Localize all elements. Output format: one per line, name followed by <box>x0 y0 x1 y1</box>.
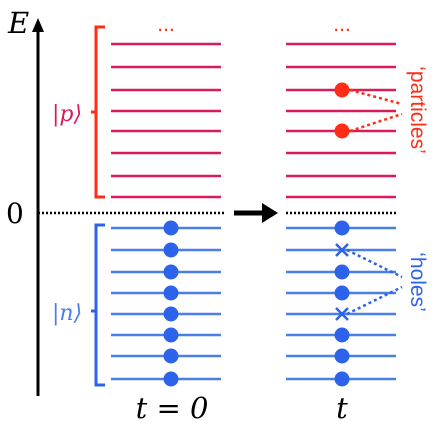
particle-link-bottom <box>349 112 403 133</box>
left-hole-electron-5 <box>163 306 179 322</box>
right-time-label: t <box>336 391 348 425</box>
hole-links <box>346 248 403 316</box>
particle-space-bracket <box>94 25 105 199</box>
right-hole-electron-6 <box>334 327 350 343</box>
left-hole-electron-6 <box>163 327 179 343</box>
left-hole-electron-4 <box>163 285 179 301</box>
right-hole-electron-4 <box>334 285 350 301</box>
hole-link-top <box>346 248 403 279</box>
fermi-level-label: 0 <box>6 197 24 230</box>
right-particle-electron-5 <box>334 123 350 139</box>
particle-links <box>349 88 403 133</box>
left-time-label: t = 0 <box>136 391 209 425</box>
transition-arrow-head <box>262 203 278 223</box>
right-top-ellipsis: ... <box>333 13 351 36</box>
right-particle-electron-3 <box>334 82 350 98</box>
particles-label: ‘particles’ <box>406 66 429 154</box>
right-hole-electron-3 <box>334 264 350 280</box>
particle-space-label: |p⟩ <box>52 102 82 127</box>
right-hole-levels <box>286 220 396 387</box>
hole-space-label: |n⟩ <box>52 301 82 326</box>
right-arrow-icon <box>234 203 278 223</box>
holes-label: ‘holes’ <box>406 252 429 312</box>
left-hole-electron-8 <box>163 371 179 387</box>
right-hole-marker-2 <box>335 243 349 257</box>
left-top-ellipsis: ... <box>157 13 175 36</box>
hole-space-bracket <box>94 223 105 387</box>
right-particle-levels <box>286 42 396 199</box>
energy-axis-label: E <box>7 6 29 40</box>
left-hole-electron-3 <box>163 264 179 280</box>
right-hole-marker-5-stroke-b <box>335 307 349 321</box>
left-hole-electron-7 <box>163 348 179 364</box>
hole-link-bottom <box>346 285 403 316</box>
left-particle-levels <box>111 42 221 199</box>
left-hole-electron-2 <box>163 242 179 258</box>
right-hole-marker-2-stroke-b <box>335 243 349 257</box>
particle-link-top <box>349 88 403 106</box>
energy-axis-arrowhead <box>32 18 44 32</box>
left-hole-electron-1 <box>163 220 179 236</box>
right-hole-electron-8 <box>334 371 350 387</box>
right-hole-electron-7 <box>334 348 350 364</box>
left-hole-levels <box>111 220 221 387</box>
right-hole-marker-5 <box>335 307 349 321</box>
right-hole-electron-1 <box>334 220 350 236</box>
